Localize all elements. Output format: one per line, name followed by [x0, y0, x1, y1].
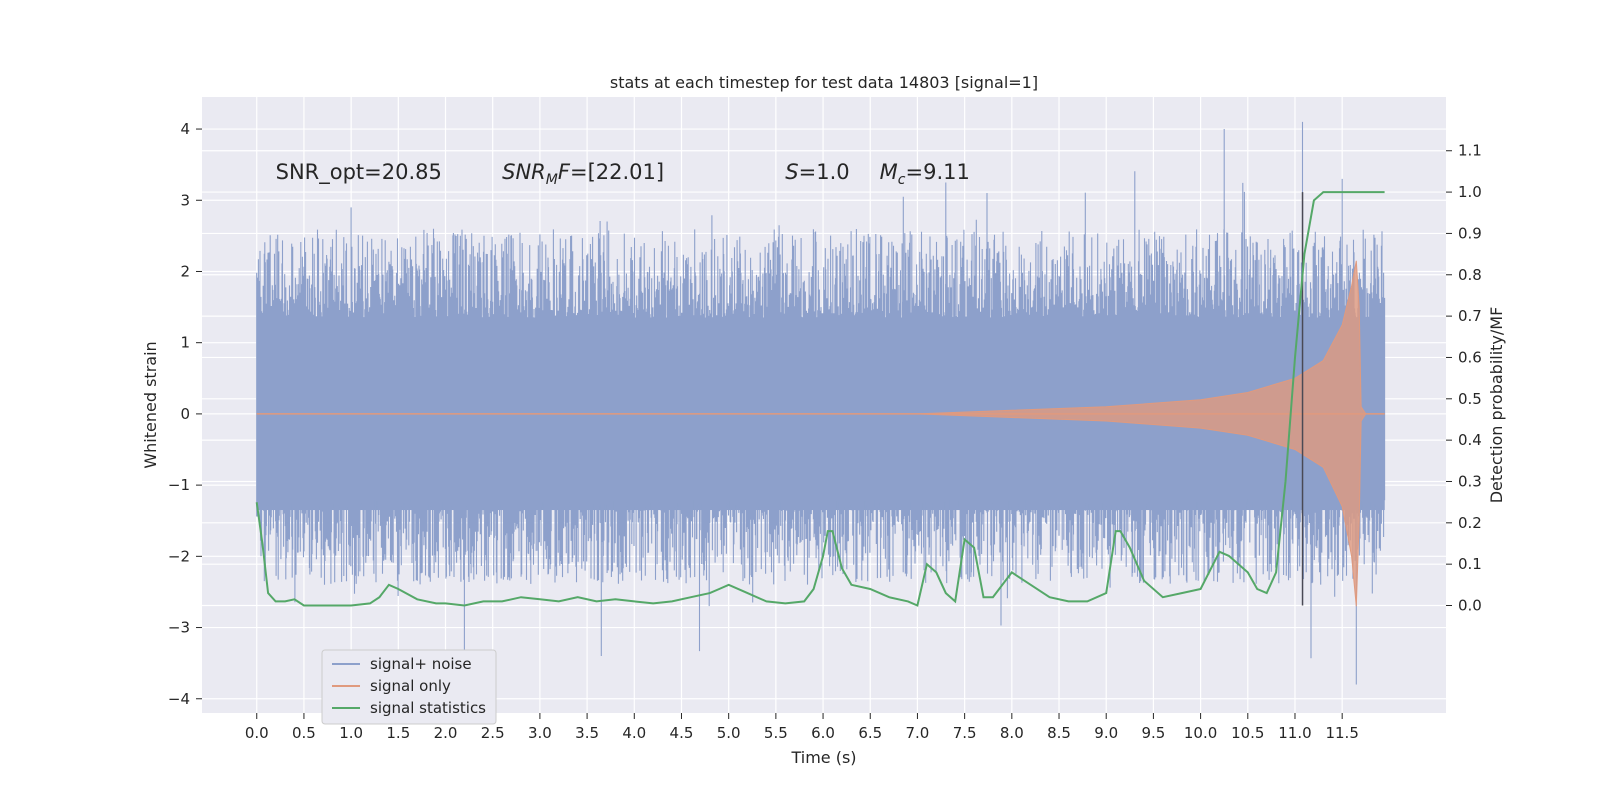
y2-tick-label: 0.9	[1458, 224, 1482, 242]
stats-line	[255, 191, 1385, 607]
x-tick-label: 4.5	[670, 724, 694, 742]
y2-tick-label: 0.1	[1458, 555, 1482, 573]
y-axis-left: 4 3 2 1 0 −1 −2 −3 −4	[168, 120, 202, 708]
y2-tick-label: 0.3	[1458, 472, 1482, 490]
x-tick-label: 10.0	[1184, 724, 1217, 742]
x-tick-label: 2.5	[481, 724, 505, 742]
stats-series	[255, 191, 1385, 607]
x-tick-label: 11.5	[1325, 724, 1358, 742]
legend-label-signal: signal only	[370, 677, 451, 695]
y2-tick-label: 0.6	[1458, 348, 1482, 366]
x-tick-label: 3.5	[575, 724, 599, 742]
y-axis-label: Whitened strain	[141, 341, 160, 468]
annotation-mc: Mc=9.11	[880, 160, 970, 188]
x-tick-label: 11.0	[1278, 724, 1311, 742]
annotation-snr-opt: SNR_opt=20.85	[276, 160, 442, 185]
x-tick-label: 1.0	[339, 724, 363, 742]
x-tick-label: 1.5	[386, 724, 410, 742]
y-tick-label: 2	[180, 262, 190, 280]
legend: signal+ noise signal only signal statist…	[321, 649, 497, 725]
y-tick-label: 4	[180, 120, 190, 138]
y-tick-label: 1	[180, 334, 190, 352]
y-tick-label: −4	[168, 690, 190, 708]
x-tick-label: 5.0	[717, 724, 741, 742]
y-axis-right: 1.1 1.0 0.9 0.8 0.7 0.6 0.5 0.4 0.3 0.2 0.1 0.0	[1446, 142, 1482, 615]
y-tick-label: −2	[168, 547, 190, 565]
x-tick-label: 9.5	[1141, 724, 1165, 742]
y-tick-label: −3	[168, 619, 190, 637]
x-axis-label: Time (s)	[790, 748, 856, 767]
annotations: SNR_opt=20.85 SNRMF=[22.01] S=1.0 Mc=9.1…	[276, 160, 970, 188]
y2-axis-label: Detection probability/MF	[1487, 307, 1506, 504]
y2-tick-label: 0.4	[1458, 431, 1482, 449]
signal-envelope	[256, 260, 1385, 607]
y2-tick-label: 0.5	[1458, 390, 1482, 408]
x-tick-label: 5.5	[764, 724, 788, 742]
chart-title: stats at each timestep for test data 148…	[610, 73, 1038, 92]
x-tick-label: 4.0	[622, 724, 646, 742]
y-tick-label: 3	[180, 191, 190, 209]
x-tick-label: 8.0	[1000, 724, 1024, 742]
y2-tick-label: 1.1	[1458, 142, 1482, 160]
x-tick-label: 10.5	[1231, 724, 1264, 742]
x-tick-label: 6.5	[858, 724, 882, 742]
y2-tick-label: 0.0	[1458, 597, 1482, 615]
annotation-snr-mf: SNRMF=[22.01]	[502, 160, 664, 188]
x-tick-label: 8.5	[1047, 724, 1071, 742]
annotation-s: S=1.0	[785, 160, 849, 184]
signal-series	[256, 260, 1385, 607]
legend-label-noise: signal+ noise	[370, 655, 472, 673]
x-tick-label: 0.5	[292, 724, 316, 742]
x-tick-label: 7.0	[906, 724, 930, 742]
y-tick-label: 0	[180, 405, 190, 423]
x-axis: 0.0 0.5 1.0 1.5 2.0 2.5 3.0 3.5 4.0 4.5 5.0 5.5 6.0 6…	[245, 713, 1359, 742]
x-tick-label: 2.0	[434, 724, 458, 742]
y-tick-label: −1	[168, 476, 190, 494]
x-tick-label: 9.0	[1094, 724, 1118, 742]
x-tick-label: 7.5	[953, 724, 977, 742]
x-tick-label: 0.0	[245, 724, 269, 742]
x-tick-label: 3.0	[528, 724, 552, 742]
y2-tick-label: 0.8	[1458, 266, 1482, 284]
y2-tick-label: 1.0	[1458, 183, 1482, 201]
x-tick-label: 6.0	[811, 724, 835, 742]
legend-box	[321, 649, 497, 725]
y2-tick-label: 0.7	[1458, 307, 1482, 325]
y2-tick-label: 0.2	[1458, 514, 1482, 532]
legend-label-stats: signal statistics	[370, 699, 486, 717]
